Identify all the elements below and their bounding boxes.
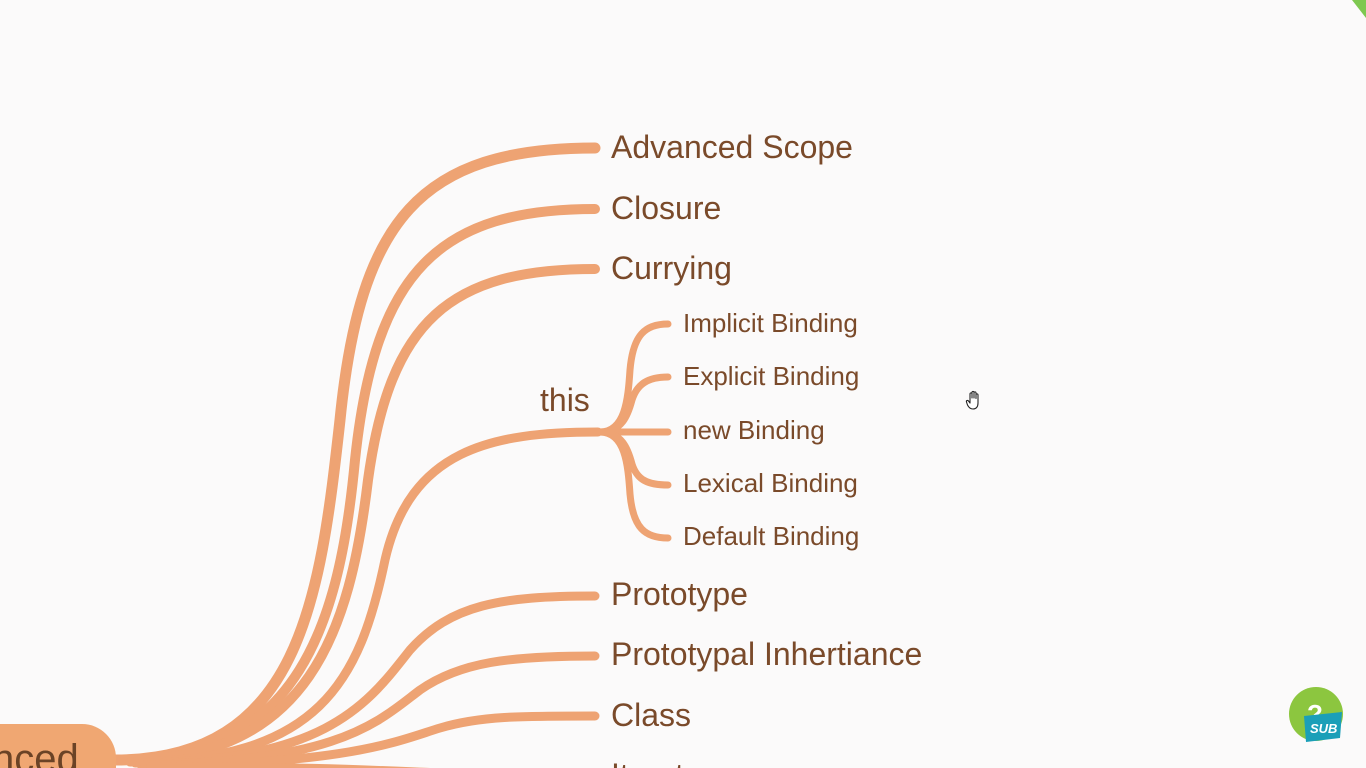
branch-prototype[interactable]	[130, 591, 600, 768]
root-node[interactable]: nced	[0, 724, 116, 768]
branch-this[interactable]	[125, 427, 603, 767]
this-sub-branches	[596, 320, 672, 542]
node-currying[interactable]: Currying	[611, 250, 732, 286]
subscribe-badge-icon[interactable]: ? SUB	[1289, 687, 1343, 742]
root-node-label: nced	[0, 737, 79, 768]
node-prototypal-inheritance[interactable]: Prototypal Inhertiance	[611, 636, 922, 672]
branch-prototypal-inheritance[interactable]	[135, 651, 600, 768]
node-new-binding[interactable]: new Binding	[683, 415, 825, 445]
branch-class[interactable]	[140, 711, 600, 768]
corner-decoration	[1352, 0, 1366, 18]
node-this[interactable]: this	[540, 382, 590, 418]
branch-explicit-binding[interactable]	[596, 373, 672, 436]
node-implicit-binding[interactable]: Implicit Binding	[683, 308, 858, 338]
branch-default-binding[interactable]	[596, 428, 672, 542]
main-branches	[109, 142, 603, 768]
branch-currying[interactable]	[120, 264, 600, 765]
branch-closure[interactable]	[115, 204, 600, 765]
node-lexical-binding[interactable]: Lexical Binding	[683, 468, 858, 498]
branch-iterators[interactable]	[146, 762, 431, 768]
hand-cursor-icon	[965, 390, 979, 410]
branch-advanced-scope[interactable]	[109, 142, 601, 766]
node-prototype[interactable]: Prototype	[611, 576, 748, 612]
node-default-binding[interactable]: Default Binding	[683, 521, 859, 551]
badge-label: SUB	[1310, 721, 1337, 736]
node-advanced-scope[interactable]: Advanced Scope	[611, 129, 853, 165]
branch-lexical-binding[interactable]	[596, 428, 672, 489]
node-closure[interactable]: Closure	[611, 190, 721, 226]
node-explicit-binding[interactable]: Explicit Binding	[683, 361, 859, 391]
node-iterators[interactable]: Iterat	[611, 757, 684, 768]
node-class[interactable]: Class	[611, 697, 691, 733]
